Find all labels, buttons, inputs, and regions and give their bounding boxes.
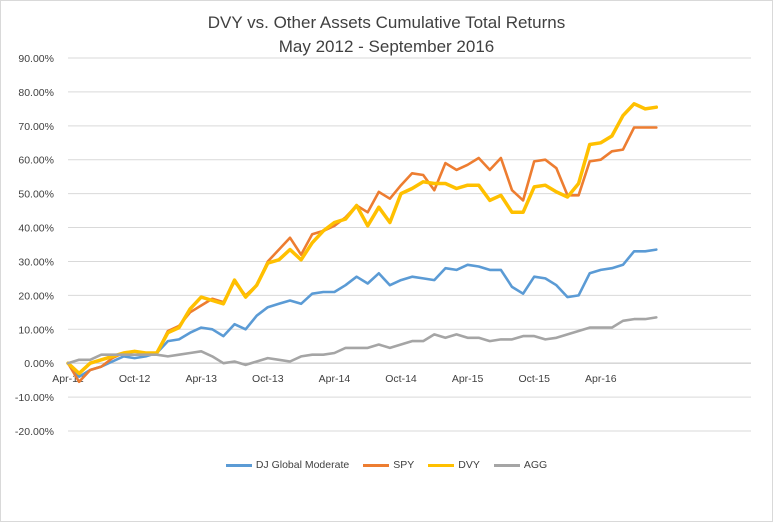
y-tick-label: 20.00%	[18, 290, 54, 302]
x-tick-label: Oct-14	[385, 373, 417, 385]
legend-item: SPY	[363, 459, 414, 471]
y-tick-label: 60.00%	[18, 155, 54, 167]
x-tick-label: Apr-15	[452, 373, 484, 385]
x-tick-label: Apr-16	[585, 373, 617, 385]
legend-swatch	[363, 463, 390, 467]
series-line-dj-global-moderate	[66, 248, 658, 379]
y-tick-label: 40.00%	[18, 223, 54, 235]
y-tick-label: 0.00%	[24, 358, 54, 370]
legend-swatch	[428, 463, 455, 467]
legend-item: DVY	[428, 459, 480, 471]
x-tick-label: Oct-13	[252, 373, 284, 385]
gridlines	[68, 57, 751, 432]
x-tick-label: Oct-15	[518, 373, 550, 385]
series-line-agg	[66, 316, 658, 367]
y-tick-label: 80.00%	[18, 87, 54, 99]
y-axis-labels: 90.00% 80.00% 70.00% 60.00% 50.00% 40.00% 30.0…	[15, 53, 54, 438]
legend-swatch	[493, 463, 520, 467]
legend-item: AGG	[493, 459, 548, 471]
y-tick-label: 70.00%	[18, 121, 54, 133]
x-axis-labels: Apr-12 Oct-12 Apr-13 Oct-13 Apr-14 Oct-14 Apr-…	[52, 373, 616, 385]
legend-swatch	[225, 463, 252, 467]
series-line-spy	[66, 126, 658, 384]
y-tick-label: 50.00%	[18, 189, 54, 201]
legend-label: AGG	[523, 459, 548, 471]
x-tick-label: Oct-12	[119, 373, 151, 385]
chart-title: DVY vs. Other Assets Cumulative Total Re…	[207, 13, 566, 32]
legend-label: DJ Global Moderate	[255, 459, 350, 471]
series-lines	[66, 102, 659, 384]
y-tick-label: 10.00%	[18, 324, 54, 336]
y-tick-label: -20.00%	[15, 426, 54, 438]
y-tick-label: -10.00%	[15, 392, 54, 404]
y-tick-label: 30.00%	[18, 256, 54, 268]
legend: DJ Global Moderate SPY DVY AGG	[1, 459, 772, 471]
y-tick-label: 90.00%	[18, 53, 54, 65]
legend-label: DVY	[458, 459, 480, 471]
legend-item: DJ Global Moderate	[225, 459, 350, 471]
legend-label: SPY	[393, 459, 415, 471]
x-tick-label: Apr-13	[185, 373, 217, 385]
x-tick-label: Apr-14	[319, 373, 351, 385]
series-line-dvy	[66, 102, 659, 376]
chart-subtitle: May 2012 - September 2016	[278, 37, 495, 56]
